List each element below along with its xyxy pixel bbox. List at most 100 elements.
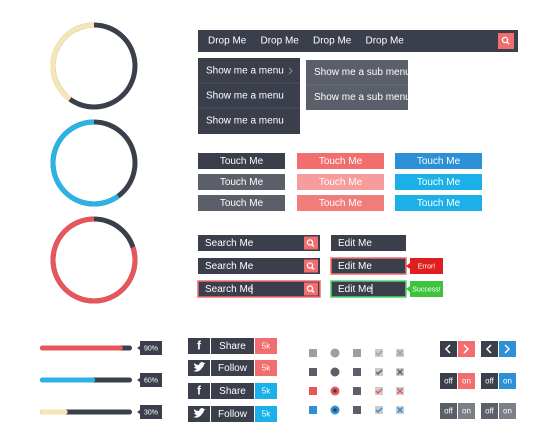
search-icon	[306, 285, 314, 292]
button[interactable]	[198, 195, 285, 211]
dropdown-item[interactable]: Show me a menu	[206, 116, 284, 127]
button[interactable]	[297, 153, 384, 169]
tooltip-text: Success!	[412, 286, 440, 293]
search-text[interactable]: Search Me	[205, 261, 254, 272]
button-label[interactable]: Touch Me	[417, 198, 461, 209]
menu-item[interactable]: Drop Me	[208, 36, 247, 47]
edit-text[interactable]: Edit Me	[338, 238, 372, 249]
ring-unit: %	[99, 57, 111, 72]
button[interactable]	[395, 153, 482, 169]
radio[interactable]	[330, 367, 340, 377]
radio[interactable]	[330, 348, 340, 358]
ring-label: 60%	[77, 151, 111, 173]
social-icon-box[interactable]	[188, 383, 210, 399]
search-button[interactable]	[304, 259, 318, 273]
page-prev[interactable]	[481, 341, 498, 357]
button-label[interactable]: Touch Me	[417, 156, 461, 167]
dropdown-item[interactable]: Show me a menu	[206, 66, 284, 77]
checkbox[interactable]	[309, 387, 317, 395]
search-input[interactable]	[197, 280, 321, 298]
toggle-on-label[interactable]: on	[503, 377, 512, 386]
search-input[interactable]	[198, 235, 320, 251]
social-action[interactable]	[211, 383, 254, 399]
edit-text[interactable]: Edit Me	[338, 284, 372, 295]
button-label[interactable]: Touch Me	[220, 156, 264, 167]
social-action[interactable]	[211, 406, 254, 422]
submenu-item[interactable]: Show me a sub menu	[314, 92, 411, 103]
checkbox[interactable]	[353, 368, 361, 376]
button-label[interactable]: Touch Me	[319, 156, 363, 167]
search-button[interactable]	[498, 33, 514, 49]
button-label[interactable]: Touch Me	[319, 177, 363, 188]
slider-fill	[40, 377, 96, 383]
toggle-off-label[interactable]: off	[444, 407, 454, 416]
search-input[interactable]	[198, 258, 320, 274]
social-action[interactable]	[211, 338, 254, 354]
toggle-on-label[interactable]: on	[462, 377, 471, 386]
button[interactable]	[395, 195, 482, 211]
button-label[interactable]: Touch Me	[417, 177, 461, 188]
checkbox[interactable]	[353, 406, 361, 414]
search-text[interactable]: Search Me	[205, 284, 254, 295]
toggle-on[interactable]	[499, 373, 516, 389]
social-count-label: 5k	[262, 410, 271, 419]
toggle-off[interactable]	[481, 403, 498, 419]
toggle-off[interactable]	[481, 373, 498, 389]
page-prev[interactable]	[440, 341, 457, 357]
social-icon-box[interactable]	[188, 338, 210, 354]
toggle-on[interactable]	[458, 403, 475, 419]
toggle-off-label[interactable]: off	[444, 377, 454, 386]
toggle-off[interactable]	[440, 403, 457, 419]
social-icon[interactable]: f	[197, 384, 202, 398]
button-label[interactable]: Touch Me	[220, 177, 264, 188]
submenu-item[interactable]: Show me a sub menu	[314, 67, 411, 78]
toggle-on[interactable]	[458, 373, 475, 389]
menu-bar	[198, 30, 518, 52]
dropdown-item[interactable]: Show me a menu	[206, 91, 284, 102]
check-mark	[375, 350, 383, 357]
checkbox[interactable]	[353, 349, 361, 357]
toggle-on-label[interactable]: on	[503, 407, 512, 416]
toggle-off[interactable]	[440, 373, 457, 389]
page-next[interactable]	[499, 341, 516, 357]
toggle-off-label[interactable]: off	[485, 407, 495, 416]
social-action-label[interactable]: Share	[219, 341, 246, 352]
button[interactable]	[297, 174, 384, 190]
edit-text[interactable]: Edit Me	[338, 261, 372, 272]
slider-label: 30%	[144, 409, 158, 416]
button[interactable]	[198, 153, 285, 169]
search-button[interactable]	[304, 282, 318, 296]
search-icon	[506, 41, 510, 45]
button[interactable]	[297, 195, 384, 211]
menu-item[interactable]: Drop Me	[366, 36, 405, 47]
twitter-icon	[193, 362, 206, 372]
social-action-label[interactable]: Follow	[218, 363, 248, 374]
toggle-on[interactable]	[499, 403, 516, 419]
checkbox[interactable]	[309, 406, 317, 414]
checkbox[interactable]	[309, 368, 317, 376]
ring-unit: %	[99, 251, 111, 266]
menu-item[interactable]: Drop Me	[313, 36, 352, 47]
slider-badge	[137, 341, 162, 355]
social-icon[interactable]: f	[197, 339, 202, 353]
checkbox[interactable]	[353, 387, 361, 395]
search-button[interactable]	[304, 236, 318, 250]
social-action-label[interactable]: Follow	[218, 409, 248, 420]
toggle-off-label[interactable]: off	[485, 377, 495, 386]
x-mark	[396, 406, 404, 414]
check-mark	[375, 388, 383, 395]
button-label[interactable]: Touch Me	[220, 198, 264, 209]
social-action[interactable]	[211, 360, 254, 376]
button-label[interactable]: Touch Me	[319, 198, 363, 209]
edit-input[interactable]	[331, 235, 406, 251]
menu-item[interactable]: Drop Me	[261, 36, 300, 47]
social-action-label[interactable]: Share	[219, 386, 246, 397]
toggle-on-label[interactable]: on	[462, 407, 471, 416]
button[interactable]	[395, 174, 482, 190]
search-text[interactable]: Search Me	[205, 238, 254, 249]
page-next[interactable]	[458, 341, 475, 357]
button[interactable]	[198, 174, 285, 190]
checkbox[interactable]	[309, 349, 317, 357]
social-count	[255, 360, 277, 376]
radio-dot	[333, 408, 337, 412]
